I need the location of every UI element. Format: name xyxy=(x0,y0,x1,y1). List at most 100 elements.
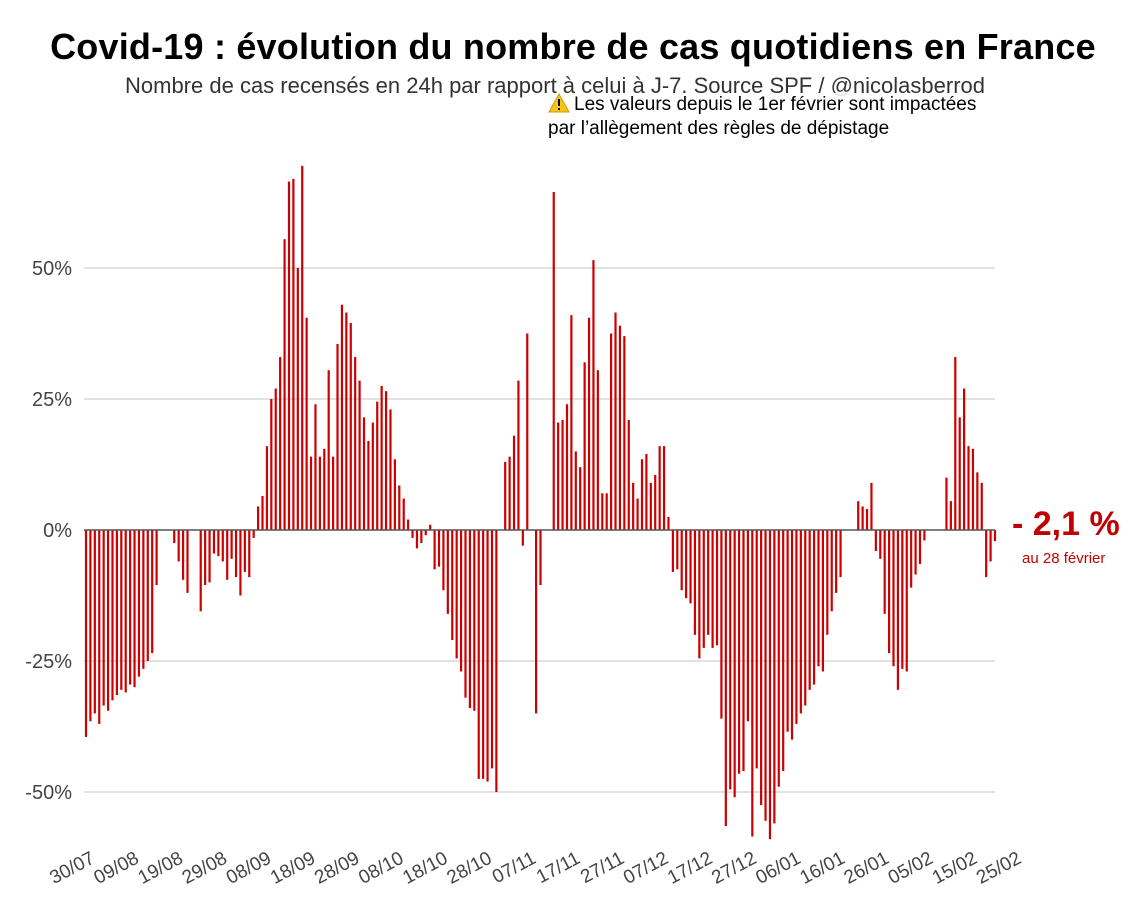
bar xyxy=(336,343,339,530)
bar xyxy=(327,370,330,530)
bar xyxy=(574,451,577,530)
x-tick-label: 07/11 xyxy=(489,848,540,888)
x-tick-label: 18/09 xyxy=(267,848,319,889)
bar xyxy=(380,385,383,530)
bar xyxy=(274,388,277,530)
bar xyxy=(217,530,220,557)
bar xyxy=(976,472,979,530)
bar xyxy=(645,454,648,530)
x-tick-label: 27/12 xyxy=(708,848,760,889)
bar xyxy=(980,482,983,530)
bar xyxy=(345,312,348,530)
x-axis-tick-labels: 30/0709/0819/0829/0808/0918/0928/0908/10… xyxy=(47,848,1025,889)
bar xyxy=(835,530,838,593)
bar xyxy=(252,530,255,538)
bar xyxy=(473,530,476,711)
bar xyxy=(570,315,573,530)
x-tick-label: 17/11 xyxy=(533,848,584,888)
bar xyxy=(433,530,436,570)
bar xyxy=(742,530,745,772)
bar xyxy=(446,530,449,614)
bar xyxy=(592,260,595,530)
x-tick-label: 08/09 xyxy=(223,848,275,889)
y-tick-label: 25% xyxy=(32,389,72,411)
bar xyxy=(764,530,767,821)
y-tick-label: -25% xyxy=(25,651,72,673)
bar xyxy=(120,530,123,690)
bar xyxy=(967,446,970,530)
bar xyxy=(632,482,635,530)
bar xyxy=(376,401,379,530)
bar xyxy=(861,506,864,530)
bar xyxy=(230,530,233,559)
bar xyxy=(755,530,758,769)
bar xyxy=(963,388,966,530)
bar xyxy=(910,530,913,588)
bar xyxy=(795,530,798,724)
bar xyxy=(790,530,794,740)
bar xyxy=(614,312,617,530)
bar xyxy=(199,530,202,612)
bar xyxy=(914,530,917,575)
bar xyxy=(495,530,498,792)
bar xyxy=(857,501,860,530)
bar xyxy=(521,530,524,546)
bar xyxy=(234,530,238,578)
bar xyxy=(654,474,657,530)
bar xyxy=(557,422,560,530)
bar xyxy=(261,495,264,530)
bar xyxy=(512,435,516,530)
bar xyxy=(186,530,189,593)
bar xyxy=(729,530,732,790)
bar xyxy=(539,530,542,586)
bar xyxy=(402,498,405,530)
bar xyxy=(711,530,714,648)
y-tick-label: 0% xyxy=(43,520,72,542)
bar xyxy=(84,530,88,737)
bar xyxy=(685,530,688,599)
bar xyxy=(504,461,507,530)
bar xyxy=(318,456,321,530)
bar xyxy=(804,530,807,706)
bar xyxy=(596,370,599,530)
bar xyxy=(526,333,529,530)
bar xyxy=(667,516,670,530)
bar xyxy=(817,530,820,667)
bar xyxy=(243,530,246,572)
bar xyxy=(371,422,374,530)
bar xyxy=(534,530,538,714)
bar xyxy=(918,530,922,565)
bar xyxy=(415,530,419,549)
bar xyxy=(420,530,423,544)
bar xyxy=(221,530,224,562)
bar xyxy=(707,530,710,635)
bar xyxy=(384,391,388,530)
warning-note-line1: Les valeurs depuis le 1er février sont i… xyxy=(574,94,977,115)
bar xyxy=(658,446,661,530)
bar xyxy=(301,165,304,530)
bar xyxy=(808,530,811,690)
bar xyxy=(720,530,723,719)
bar xyxy=(490,530,494,769)
bar xyxy=(733,530,736,798)
bar xyxy=(429,524,432,530)
x-tick-label: 26/01 xyxy=(841,848,893,889)
bar xyxy=(676,530,679,570)
bar xyxy=(283,239,286,530)
bar xyxy=(332,456,335,530)
bar xyxy=(746,530,749,722)
bar xyxy=(985,530,988,578)
bar xyxy=(287,181,291,531)
bar xyxy=(208,530,211,583)
bar xyxy=(137,530,141,677)
bar xyxy=(901,530,904,669)
bar xyxy=(265,446,269,530)
bar xyxy=(309,456,313,530)
bar xyxy=(830,530,833,612)
bar xyxy=(226,530,229,580)
bar xyxy=(314,404,317,530)
x-tick-label: 29/08 xyxy=(179,848,231,889)
x-tick-label: 27/11 xyxy=(577,848,628,888)
bar xyxy=(464,530,467,698)
bar xyxy=(724,530,727,827)
